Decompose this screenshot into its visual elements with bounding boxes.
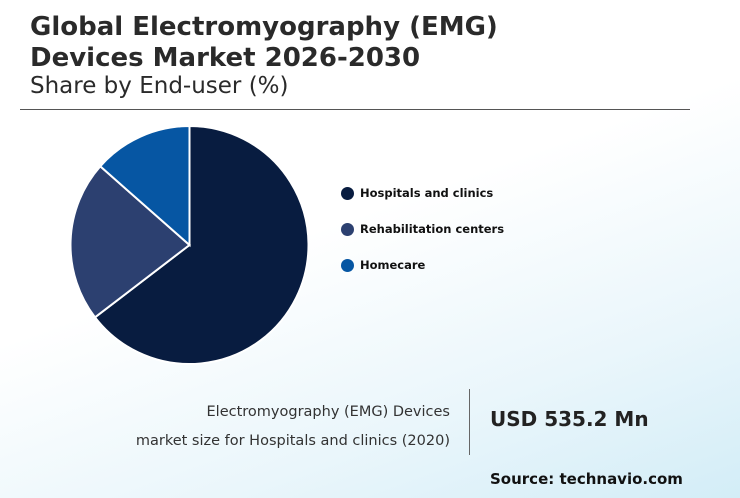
- pie-slice-homecare: [98, 124, 191, 248]
- pie-slice-hospitals-and-clinics: [93, 124, 310, 365]
- divider: [20, 109, 690, 110]
- chart-title: Global Electromyography (EMG) Devices Ma…: [30, 12, 498, 74]
- source-label: Source: technavio.com: [490, 470, 683, 488]
- callout-line-1: Electromyography (EMG) Devices: [206, 404, 450, 420]
- legend-item: Homecare: [341, 247, 504, 283]
- legend-swatch: [341, 186, 354, 200]
- callout-divider: [469, 389, 470, 455]
- title-line-1: Global Electromyography (EMG): [30, 12, 498, 42]
- legend-label: Homecare: [360, 258, 426, 272]
- title-line-2: Devices Market 2026-2030: [30, 43, 421, 73]
- legend-label: Hospitals and clinics: [360, 186, 494, 200]
- legend-swatch: [341, 222, 354, 236]
- legend-item: Hospitals and clinics: [341, 175, 504, 211]
- callout-description: Electromyography (EMG) Devices market si…: [136, 398, 450, 456]
- legend-swatch: [341, 258, 354, 272]
- callout-value: USD 535.2 Mn: [490, 407, 649, 431]
- pie-slice-rehabilitation-centers: [69, 164, 192, 319]
- legend-item: Rehabilitation centers: [341, 211, 504, 247]
- callout-line-2: market size for Hospitals and clinics (2…: [135, 433, 450, 449]
- chart-subtitle: Share by End-user (%): [30, 73, 289, 99]
- legend-label: Rehabilitation centers: [360, 222, 505, 236]
- legend: Hospitals and clinics Rehabilitation cen…: [341, 175, 504, 283]
